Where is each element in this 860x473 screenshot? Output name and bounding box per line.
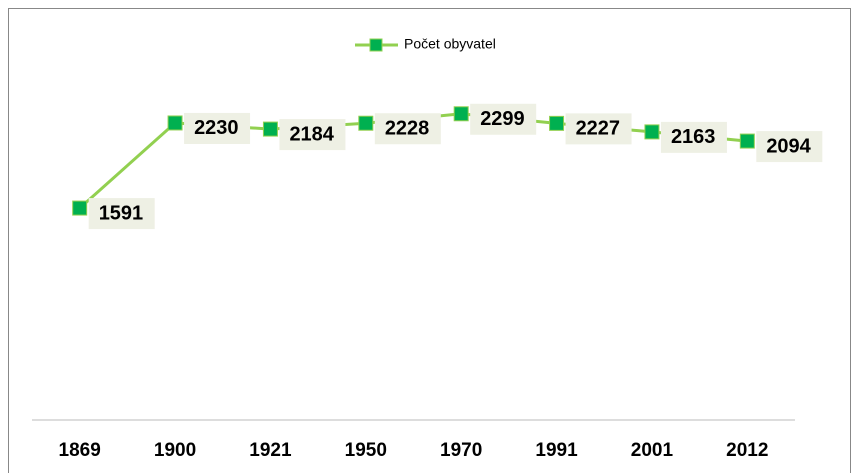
data-label-bg bbox=[660, 121, 727, 153]
x-tick-label: 1900 bbox=[154, 440, 196, 461]
x-tick-label: 1991 bbox=[535, 440, 578, 461]
marker bbox=[453, 106, 469, 122]
data-label-bg bbox=[565, 113, 632, 145]
data-label: 2228 bbox=[385, 118, 430, 140]
chart-frame bbox=[8, 8, 851, 473]
data-label: 2230 bbox=[194, 117, 239, 139]
x-tick-label: 2012 bbox=[726, 440, 768, 461]
marker bbox=[644, 124, 660, 140]
legend-marker bbox=[369, 38, 383, 52]
data-label: 2094 bbox=[766, 135, 811, 157]
data-label-bg bbox=[88, 198, 155, 230]
x-tick-label: 1970 bbox=[440, 440, 482, 461]
data-label: 2227 bbox=[576, 118, 621, 140]
x-tick-label: 1950 bbox=[345, 440, 387, 461]
data-label-bg bbox=[184, 112, 251, 144]
x-tick-label: 1869 bbox=[59, 440, 101, 461]
x-tick-label: 2001 bbox=[631, 440, 674, 461]
legend-label: Počet obyvatel bbox=[404, 36, 496, 52]
marker bbox=[739, 133, 755, 149]
data-label-bg bbox=[756, 131, 823, 163]
x-tick-label: 1921 bbox=[249, 440, 292, 461]
data-label-bg bbox=[374, 113, 441, 145]
data-label: 2163 bbox=[671, 126, 716, 148]
marker bbox=[549, 115, 565, 131]
data-label-bg bbox=[279, 119, 346, 151]
data-label: 1591 bbox=[99, 202, 144, 224]
marker bbox=[167, 115, 183, 131]
data-label: 2184 bbox=[289, 123, 334, 145]
marker bbox=[358, 115, 374, 131]
data-label: 2299 bbox=[480, 108, 525, 130]
marker bbox=[72, 200, 88, 216]
marker bbox=[262, 121, 278, 137]
data-label-bg bbox=[470, 103, 537, 135]
